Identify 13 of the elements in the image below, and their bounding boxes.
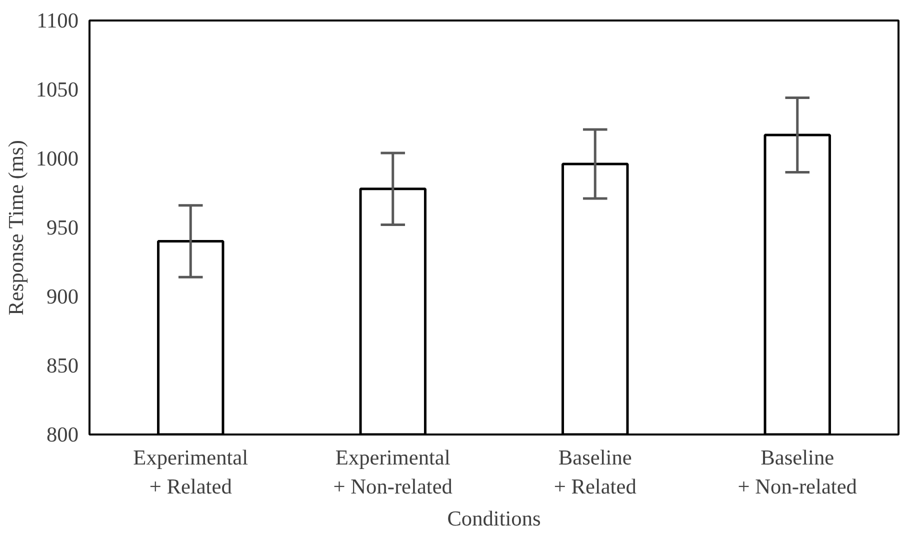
y-tick-label: 900 <box>46 284 79 308</box>
y-tick-label: 850 <box>46 354 79 378</box>
y-tick-label: 1050 <box>36 78 78 102</box>
y-tick-label: 1100 <box>36 8 79 32</box>
y-tick-label: 800 <box>46 422 79 446</box>
y-axis-title: Response Time (ms) <box>4 140 28 316</box>
y-tick-label: 1000 <box>36 146 78 170</box>
y-tick-label: 950 <box>46 216 79 240</box>
x-tick-label: Experimental + Related <box>133 446 248 498</box>
x-tick-label: Baseline + Related <box>554 446 637 498</box>
x-tick-label: Experimental + Non-related <box>333 446 453 498</box>
x-axis-title: Conditions <box>447 506 541 530</box>
x-tick-label: Baseline + Non-related <box>738 446 858 498</box>
